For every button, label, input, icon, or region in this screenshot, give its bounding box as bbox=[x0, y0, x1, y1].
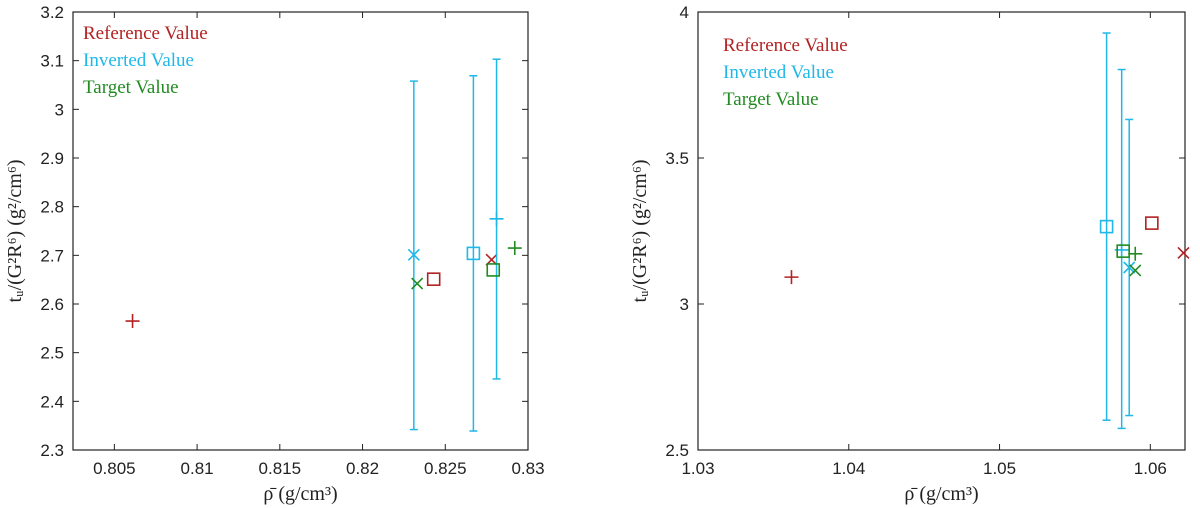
right-data-marks bbox=[784, 32, 1190, 430]
left-chart: 0.805 0.81 0.815 0.82 0.825 0.83 2.3 2.4 2.5 2.6 2… bbox=[4, 3, 545, 505]
reference-plus-point bbox=[125, 314, 140, 329]
y-tick-label: 2.7 bbox=[40, 246, 64, 265]
left-legend: Reference Value Inverted Value Target Va… bbox=[83, 23, 208, 98]
y-tick-label: 2.4 bbox=[40, 392, 64, 411]
target-square-point bbox=[1116, 244, 1130, 258]
y-tick-label: 3 bbox=[680, 295, 689, 314]
right-chart: 1.03 1.04 1.05 1.06 2.5 3 3.5 4 Reference Value… bbox=[629, 3, 1190, 505]
legend-target: Target Value bbox=[723, 89, 819, 110]
left-x-axis-label: ρ̄ (g/cm³) bbox=[263, 483, 337, 505]
x-tick-label: 1.05 bbox=[983, 459, 1016, 478]
x-tick-label: 0.83 bbox=[511, 459, 544, 478]
y-tick-label: 2.9 bbox=[40, 149, 64, 168]
x-tick-label: 1.06 bbox=[1134, 459, 1167, 478]
target-plus-point bbox=[1128, 246, 1143, 261]
inverted-plus-point bbox=[489, 211, 504, 226]
y-tick-label: 4 bbox=[680, 3, 689, 22]
inverted-cross-point bbox=[407, 248, 420, 261]
legend-target: Target Value bbox=[83, 77, 179, 98]
reference-square-point bbox=[426, 272, 441, 286]
y-tick-label: 2.6 bbox=[40, 295, 64, 314]
inverted-cross-point bbox=[1123, 261, 1136, 274]
y-tick-label: 2.8 bbox=[40, 198, 64, 217]
x-tick-label: 1.03 bbox=[681, 459, 714, 478]
target-cross-point bbox=[1129, 264, 1142, 277]
target-cross-point bbox=[411, 277, 424, 290]
reference-cross-point bbox=[1177, 246, 1190, 259]
right-y-axis-label: tᵤ/(G²R⁶) (g²/cm⁶) bbox=[629, 159, 651, 302]
x-tick-label: 0.81 bbox=[181, 459, 214, 478]
reference-square-point bbox=[1145, 216, 1159, 230]
legend-reference: Reference Value bbox=[83, 23, 208, 44]
target-plus-point bbox=[507, 241, 522, 256]
x-tick-label: 0.815 bbox=[259, 459, 302, 478]
target-square-point bbox=[486, 263, 501, 277]
x-tick-label: 0.825 bbox=[424, 459, 467, 478]
error-bar bbox=[1102, 32, 1111, 421]
legend-reference: Reference Value bbox=[723, 35, 848, 56]
x-tick-label: 0.805 bbox=[93, 459, 136, 478]
left-y-axis-label: tᵤ/(G²R⁶) (g²/cm⁶) bbox=[4, 159, 26, 302]
y-tick-label: 2.5 bbox=[40, 344, 64, 363]
legend-inverted: Inverted Value bbox=[83, 50, 194, 71]
right-ticks: 1.03 1.04 1.05 1.06 2.5 3 3.5 4 bbox=[665, 3, 1185, 478]
x-tick-label: 1.04 bbox=[832, 459, 865, 478]
error-bar bbox=[469, 75, 478, 432]
y-tick-label: 3.1 bbox=[40, 52, 64, 71]
right-x-axis-label: ρ̄ (g/cm³) bbox=[904, 483, 978, 505]
right-legend: Reference Value Inverted Value Target Va… bbox=[723, 35, 848, 110]
left-data-marks bbox=[125, 58, 522, 432]
y-tick-label: 2.3 bbox=[40, 441, 64, 460]
x-tick-label: 0.82 bbox=[346, 459, 379, 478]
right-plot-frame bbox=[697, 11, 1186, 451]
left-ticks: 0.805 0.81 0.815 0.82 0.825 0.83 2.3 2.4 2.5 2.6 2… bbox=[40, 3, 544, 478]
left-plot-frame bbox=[72, 11, 529, 451]
inverted-square-point bbox=[466, 246, 481, 261]
y-tick-label: 3 bbox=[55, 100, 64, 119]
y-tick-label: 2.5 bbox=[665, 441, 689, 460]
reference-plus-point bbox=[784, 270, 799, 285]
y-tick-label: 3.2 bbox=[40, 3, 64, 22]
legend-inverted: Inverted Value bbox=[723, 62, 834, 83]
inverted-square-point bbox=[1099, 219, 1114, 234]
y-tick-label: 3.5 bbox=[665, 149, 689, 168]
